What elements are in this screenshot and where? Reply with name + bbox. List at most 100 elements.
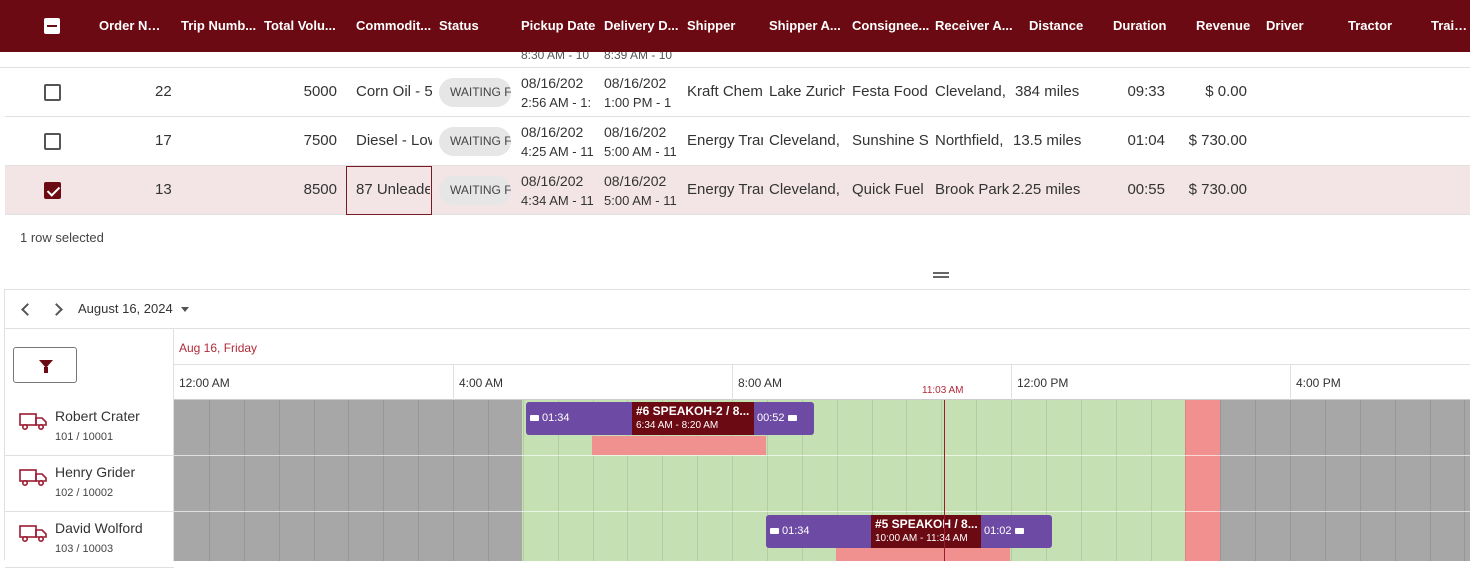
truck-mini-icon bbox=[770, 527, 779, 534]
trip-block[interactable]: #5 SPEAKOH / 8... 10:00 AM - 11:34 AM bbox=[871, 515, 981, 548]
col-shipper-address[interactable]: Shipper A... bbox=[769, 18, 841, 33]
resource-name: Henry Grider bbox=[55, 464, 136, 480]
trip-window-bar bbox=[592, 436, 766, 455]
schedule-event[interactable]: 01:34 #6 SPEAKOH-2 / 8... 6:34 AM - 8:20… bbox=[526, 402, 814, 435]
cell-revenue: $ 730.00 bbox=[1188, 181, 1247, 198]
status-badge: WAITING FOR bbox=[439, 127, 511, 156]
cell-total-volume: 5000 bbox=[303, 83, 337, 100]
row-divider bbox=[174, 455, 1470, 456]
cell-pickup: 08/16/202 4:25 AM - 11 bbox=[521, 123, 597, 161]
truck-mini-icon bbox=[530, 414, 539, 421]
table-row[interactable]: 17 7500 Diesel - Low WAITING FOR 08/16/2… bbox=[5, 117, 1470, 166]
grid-header: Order Nu... Trip Numb... Total Volu... C… bbox=[0, 0, 1470, 52]
delivery-time: 5:00 AM - 11 bbox=[604, 193, 677, 208]
col-duration[interactable]: Duration bbox=[1113, 18, 1167, 33]
day-header: Aug 16, Friday bbox=[174, 329, 1470, 365]
chevron-right-icon[interactable] bbox=[50, 300, 66, 318]
partial-delivery: 8:39 AM - 10 bbox=[604, 52, 673, 62]
grid-line bbox=[941, 400, 942, 561]
truck-icon bbox=[19, 469, 47, 486]
cell-shipper: Kraft Chem bbox=[687, 83, 763, 100]
cell-delivery: 08/16/202 5:00 AM - 11 bbox=[604, 172, 680, 210]
col-consignee[interactable]: Consignee... bbox=[852, 18, 930, 33]
date-picker-button[interactable]: August 16, 2024 bbox=[78, 301, 189, 316]
table-row-selected[interactable]: 13 8500 87 Unleaded WAITING FOR 08/16/20… bbox=[5, 166, 1470, 215]
selection-count: 1 row selected bbox=[20, 230, 104, 245]
filter-icon bbox=[39, 360, 53, 373]
chevron-left-icon[interactable] bbox=[18, 300, 34, 318]
day-label: Aug 16, Friday bbox=[179, 341, 258, 355]
cell-order-number: 22 bbox=[155, 83, 172, 100]
table-row[interactable]: 22 5000 Corn Oil - 5 WAITING FOR 08/16/2… bbox=[5, 68, 1470, 117]
hour-label: 4:00 PM bbox=[1296, 376, 1341, 390]
grid-line bbox=[244, 400, 245, 561]
resource-row[interactable]: Henry Grider 102 / 10002 bbox=[5, 456, 174, 512]
col-distance[interactable]: Distance bbox=[1029, 18, 1084, 33]
cell-order-number: 13 bbox=[155, 181, 172, 198]
hour-divider bbox=[453, 365, 454, 400]
schedule-event[interactable]: 01:34 #5 SPEAKOH / 8... 10:00 AM - 11:34… bbox=[766, 515, 1052, 548]
select-all-checkbox[interactable] bbox=[44, 18, 60, 34]
grid-line bbox=[662, 400, 663, 561]
col-order-number[interactable]: Order Nu... bbox=[99, 18, 165, 33]
col-trip-number[interactable]: Trip Numb... bbox=[181, 18, 257, 33]
focused-cell[interactable] bbox=[346, 166, 432, 215]
blocked-band bbox=[1185, 400, 1220, 561]
cell-distance: 384 miles bbox=[1015, 83, 1080, 100]
col-pickup-date[interactable]: Pickup Date bbox=[521, 18, 596, 33]
col-revenue[interactable]: Revenue bbox=[1196, 18, 1251, 33]
resource-row[interactable]: David Wolford 103 / 10003 bbox=[5, 512, 174, 568]
grid-line bbox=[1011, 400, 1012, 561]
truck-mini-icon bbox=[787, 414, 797, 421]
col-status[interactable]: Status bbox=[439, 18, 479, 33]
cell-distance: 13.5 miles bbox=[1013, 132, 1082, 149]
timeline: 01:34 #6 SPEAKOH-2 / 8... 6:34 AM - 8:20… bbox=[174, 400, 1470, 561]
after-duration-text: 00:52 bbox=[757, 412, 785, 424]
before-duration-text: 01:34 bbox=[542, 412, 570, 424]
trip-block[interactable]: #6 SPEAKOH-2 / 8... 6:34 AM - 8:20 AM bbox=[632, 402, 754, 435]
col-shipper[interactable]: Shipper bbox=[687, 18, 736, 33]
cell-duration: 09:33 bbox=[1127, 83, 1165, 100]
col-receiver-address[interactable]: Receiver A... bbox=[935, 18, 1013, 33]
row-checkbox[interactable] bbox=[44, 182, 61, 199]
cell-shipper-address: Lake Zurich bbox=[769, 83, 845, 100]
filter-button[interactable] bbox=[13, 347, 77, 383]
grid-line bbox=[1395, 400, 1396, 561]
grid-line bbox=[348, 400, 349, 561]
grid-line bbox=[872, 400, 873, 561]
grid-line bbox=[488, 400, 489, 561]
partial-pickup: 8:30 AM - 10 bbox=[521, 52, 590, 62]
grid-line bbox=[767, 400, 768, 561]
grid-line bbox=[906, 400, 907, 561]
scheduler: August 16, 2024 Aug 16, Friday 12:00 AM … bbox=[4, 289, 1470, 568]
cell-distance: 2.25 miles bbox=[1012, 181, 1081, 198]
cell-consignee: Sunshine S bbox=[852, 132, 928, 149]
col-commodity[interactable]: Commodit... bbox=[356, 18, 432, 33]
resource-id: 102 / 10002 bbox=[55, 487, 114, 499]
resource-name: David Wolford bbox=[55, 520, 143, 536]
before-duration-text: 01:34 bbox=[782, 525, 810, 537]
cell-shipper: Energy Tran bbox=[687, 181, 763, 198]
grid-line bbox=[1081, 400, 1082, 561]
cell-consignee: Quick Fuel bbox=[852, 181, 924, 198]
resize-handle[interactable] bbox=[933, 272, 949, 278]
row-checkbox[interactable] bbox=[44, 133, 61, 150]
status-badge: WAITING FOR bbox=[439, 78, 511, 107]
grid-line bbox=[627, 400, 628, 561]
col-total-volume[interactable]: Total Volu... bbox=[264, 18, 336, 33]
cell-revenue: $ 730.00 bbox=[1188, 132, 1247, 149]
col-driver[interactable]: Driver bbox=[1266, 18, 1304, 33]
resource-row[interactable]: Robert Crater 101 / 10001 bbox=[5, 400, 174, 456]
col-trailer[interactable]: Trailer bbox=[1431, 18, 1470, 33]
partial-row: 8:30 AM - 10 8:39 AM - 10 bbox=[0, 52, 1470, 68]
truck-icon bbox=[19, 525, 47, 542]
col-tractor[interactable]: Tractor bbox=[1348, 18, 1393, 33]
row-checkbox[interactable] bbox=[44, 84, 61, 101]
row-divider bbox=[174, 511, 1470, 512]
cell-delivery: 08/16/202 5:00 AM - 11 bbox=[604, 123, 680, 161]
pickup-date: 08/16/202 bbox=[521, 124, 584, 140]
cell-shipper: Energy Tran bbox=[687, 132, 763, 149]
cell-shipper-address: Cleveland, bbox=[769, 132, 840, 149]
col-delivery-date[interactable]: Delivery D... bbox=[604, 18, 679, 33]
grid-line bbox=[279, 400, 280, 561]
